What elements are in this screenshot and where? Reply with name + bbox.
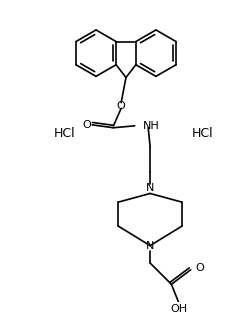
Text: HCl: HCl: [53, 127, 75, 140]
Text: HCl: HCl: [191, 127, 212, 140]
Text: O: O: [82, 120, 90, 130]
Text: O: O: [195, 263, 203, 273]
Text: OH: OH: [170, 305, 187, 313]
Text: N: N: [145, 241, 154, 251]
Text: NH: NH: [142, 121, 158, 131]
Text: N: N: [145, 183, 154, 193]
Text: O: O: [116, 100, 125, 110]
